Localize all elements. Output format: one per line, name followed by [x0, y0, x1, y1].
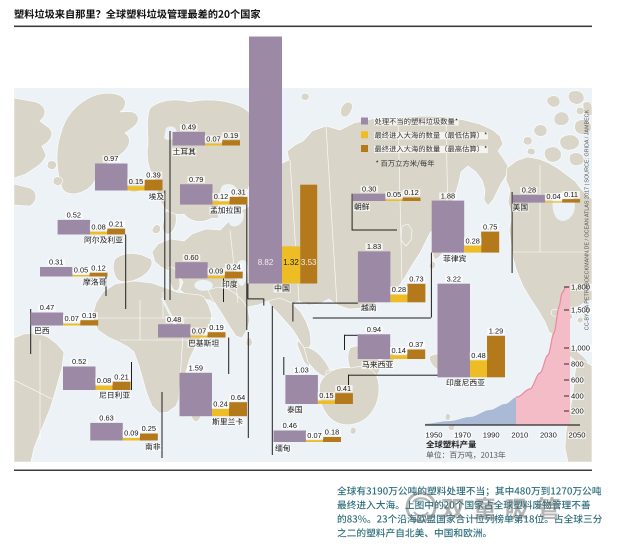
svg-text:3.22: 3.22: [447, 274, 461, 283]
svg-text:0.21: 0.21: [114, 372, 128, 381]
svg-text:1950: 1950: [426, 431, 443, 440]
svg-text:0.41: 0.41: [337, 384, 351, 393]
svg-text:CC-BY-SA PETRABOECKMANN.DE / O: CC-BY-SA PETRABOECKMANN.DE / OCEAN ATLAS…: [585, 109, 591, 330]
svg-text:0.07: 0.07: [307, 431, 321, 440]
svg-text:0.15: 0.15: [319, 391, 333, 400]
svg-text:0.05: 0.05: [74, 266, 88, 275]
svg-text:0.28: 0.28: [392, 285, 406, 294]
svg-text:0.08: 0.08: [91, 222, 105, 231]
svg-text:0.12: 0.12: [404, 188, 418, 197]
svg-text:0.12: 0.12: [91, 263, 105, 272]
svg-text:0.48: 0.48: [167, 315, 181, 324]
svg-text:1.03: 1.03: [294, 366, 308, 375]
svg-text:0.25: 0.25: [142, 424, 156, 433]
svg-text:0.07: 0.07: [206, 134, 220, 143]
svg-text:400: 400: [571, 392, 584, 401]
svg-text:0.46: 0.46: [283, 421, 297, 430]
svg-text:0.11: 0.11: [564, 190, 578, 199]
svg-text:0.63: 0.63: [99, 414, 113, 423]
svg-text:1970: 1970: [454, 431, 471, 440]
svg-text:0.07: 0.07: [192, 326, 206, 335]
svg-text:0.31: 0.31: [231, 188, 245, 197]
svg-text:800: 800: [571, 360, 584, 369]
svg-text:0.94: 0.94: [367, 325, 381, 334]
svg-text:2050: 2050: [569, 431, 586, 440]
svg-text:0.04: 0.04: [546, 192, 560, 201]
svg-text:1.88: 1.88: [441, 191, 455, 200]
svg-text:0.31: 0.31: [49, 258, 63, 267]
svg-text:0.12: 0.12: [214, 192, 228, 201]
svg-text:1.32: 1.32: [283, 258, 299, 267]
svg-text:1,800: 1,800: [571, 283, 590, 292]
svg-text:0.24: 0.24: [213, 400, 227, 409]
svg-text:0.48: 0.48: [471, 351, 485, 360]
svg-text:0.18: 0.18: [325, 428, 339, 437]
svg-text:0.14: 0.14: [392, 346, 406, 355]
svg-text:1.83: 1.83: [367, 242, 381, 251]
svg-text:0.15: 0.15: [129, 177, 143, 186]
svg-text:8.82: 8.82: [258, 258, 274, 267]
svg-text:0.79: 0.79: [189, 175, 203, 184]
svg-text:600: 600: [571, 376, 584, 385]
svg-text:2030: 2030: [540, 431, 557, 440]
svg-text:0.09: 0.09: [209, 267, 223, 276]
svg-text:0.19: 0.19: [224, 131, 238, 140]
svg-text:1.29: 1.29: [489, 327, 503, 336]
svg-text:0.19: 0.19: [82, 311, 96, 320]
svg-text:0.30: 0.30: [362, 184, 376, 193]
svg-text:0.28: 0.28: [466, 236, 480, 245]
svg-text:0.49: 0.49: [182, 123, 196, 132]
svg-text:0.37: 0.37: [409, 340, 423, 349]
svg-text:1990: 1990: [483, 431, 500, 440]
svg-text:0.07: 0.07: [65, 314, 79, 323]
svg-text:1.59: 1.59: [189, 364, 203, 373]
svg-text:0.64: 0.64: [231, 393, 245, 402]
svg-text:0.08: 0.08: [97, 376, 111, 385]
svg-text:0.28: 0.28: [522, 186, 536, 195]
svg-text:0.73: 0.73: [409, 275, 423, 284]
svg-text:2010: 2010: [511, 431, 528, 440]
svg-text:0.39: 0.39: [146, 170, 160, 179]
svg-text:200: 200: [571, 407, 584, 416]
svg-text:1,000: 1,000: [571, 344, 590, 353]
svg-text:0.97: 0.97: [104, 154, 118, 163]
svg-text:0.52: 0.52: [67, 211, 81, 220]
svg-text:0.60: 0.60: [184, 253, 198, 262]
svg-text:0.75: 0.75: [483, 222, 497, 231]
svg-text:0.52: 0.52: [72, 357, 86, 366]
svg-text:0.21: 0.21: [109, 219, 123, 228]
svg-text:0.09: 0.09: [124, 429, 138, 438]
svg-text:0.47: 0.47: [40, 303, 54, 312]
svg-text:1,500: 1,500: [571, 306, 590, 315]
svg-text:0.05: 0.05: [387, 190, 401, 199]
svg-text:0.19: 0.19: [209, 323, 223, 332]
svg-text:0.24: 0.24: [227, 262, 241, 271]
svg-text:3.53: 3.53: [301, 258, 317, 267]
